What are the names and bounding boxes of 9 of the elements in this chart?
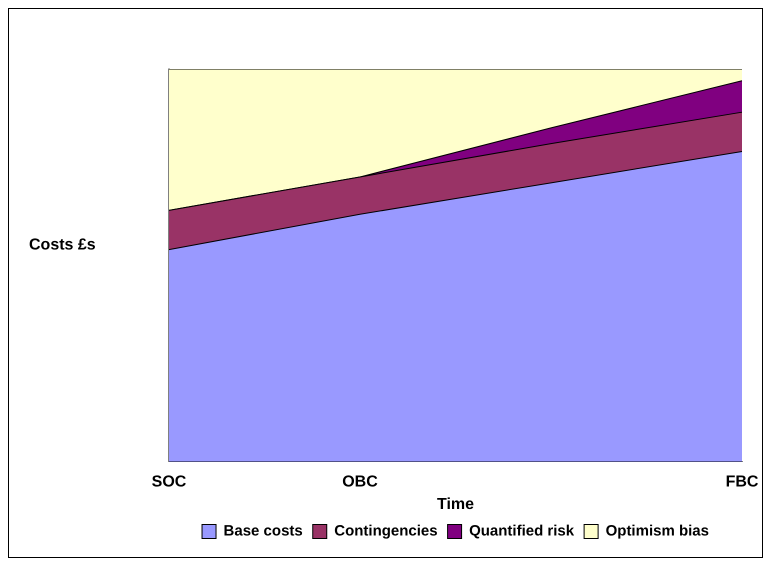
legend-label: Contingencies [334,522,438,540]
legend-label: Base costs [224,522,303,540]
legend-label: Optimism bias [606,522,709,540]
legend-label: Quantified risk [469,522,575,540]
x-tick-label: FBC [726,474,759,491]
x-tick-label: SOC [152,474,187,491]
x-axis-title: Time [436,496,474,513]
y-axis-title: Costs £s [29,236,96,254]
x-tick-label: OBC [342,474,378,491]
